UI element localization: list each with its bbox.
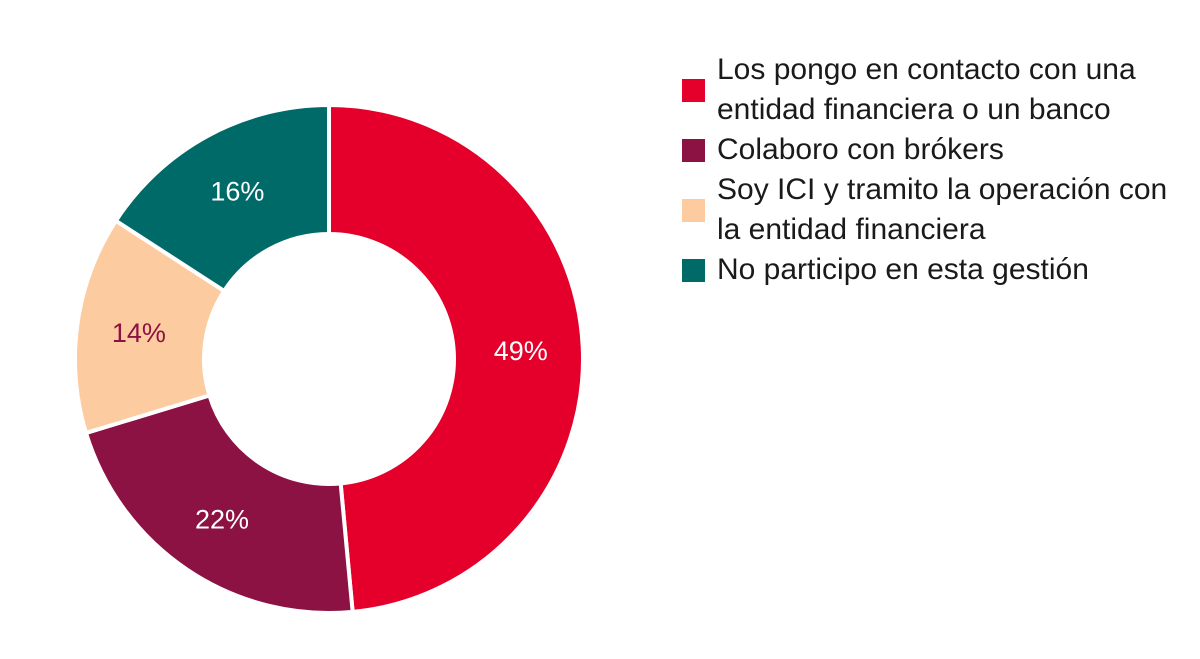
legend-item-ici: Soy ICI y tramito la operación con la en… bbox=[682, 170, 1192, 250]
legend-swatch bbox=[682, 258, 705, 282]
donut-slice-2 bbox=[73, 218, 227, 436]
legend-label: Los pongo en contacto con una entidad fi… bbox=[717, 53, 1136, 126]
legend-item-contacto: Los pongo en contacto con una entidad fi… bbox=[682, 50, 1192, 130]
data-label-0: 49% bbox=[494, 336, 548, 366]
legend-item-brokers: Colaboro con brókers bbox=[682, 130, 1192, 170]
legend-swatch bbox=[682, 198, 705, 222]
legend-label: No participo en esta gestión bbox=[717, 253, 1089, 286]
legend-item-no-participo: No participo en esta gestión bbox=[682, 250, 1192, 290]
legend: Los pongo en contacto con una entidad fi… bbox=[682, 50, 1192, 290]
data-label-2: 14% bbox=[112, 318, 166, 348]
legend-swatch bbox=[682, 78, 705, 102]
data-label-3: 16% bbox=[210, 176, 264, 206]
donut-slice-0 bbox=[327, 102, 585, 615]
legend-swatch bbox=[682, 138, 705, 162]
legend-label: Soy ICI y tramito la operación con la en… bbox=[717, 173, 1168, 246]
data-label-1: 22% bbox=[195, 504, 249, 534]
donut-slice-3 bbox=[113, 102, 331, 294]
donut-slice-1 bbox=[83, 392, 355, 615]
legend-label: Colaboro con brókers bbox=[717, 133, 1004, 166]
donut-chart: 49% 22% 14% 16% bbox=[73, 102, 585, 615]
